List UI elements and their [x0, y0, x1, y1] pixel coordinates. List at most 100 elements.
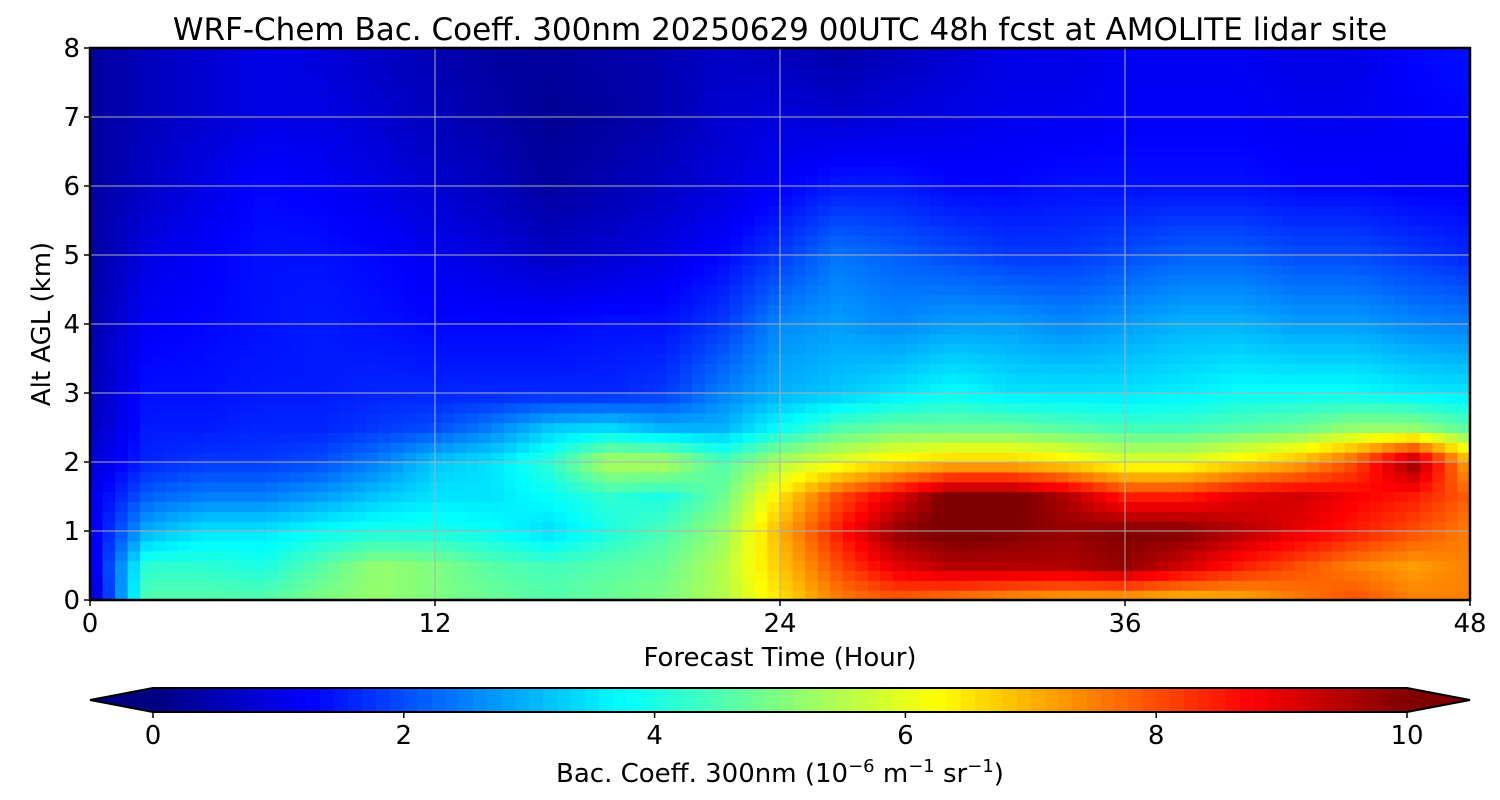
heatmap-cell	[1294, 166, 1308, 177]
heatmap-cell	[1231, 481, 1245, 493]
heatmap-cell	[529, 521, 543, 532]
heatmap-cell	[228, 314, 242, 325]
heatmap-cell	[679, 304, 693, 315]
heatmap-cell	[867, 393, 881, 404]
heatmap-cell	[1093, 156, 1107, 167]
heatmap-cell	[1357, 363, 1371, 374]
heatmap-cell	[290, 343, 304, 355]
heatmap-cell	[1407, 442, 1421, 453]
heatmap-cell	[805, 225, 819, 236]
heatmap-cell	[604, 264, 618, 276]
heatmap-cell	[554, 402, 568, 414]
heatmap-cell	[867, 255, 881, 266]
heatmap-cell	[654, 531, 668, 542]
heatmap-cell	[704, 176, 718, 187]
heatmap-cell	[1106, 531, 1120, 542]
heatmap-cell	[742, 540, 756, 552]
heatmap-cell	[1281, 363, 1295, 374]
heatmap-cell	[228, 550, 242, 562]
heatmap-cell	[1081, 314, 1095, 325]
heatmap-cell	[215, 491, 229, 503]
heatmap-cell	[1457, 442, 1471, 453]
heatmap-cell	[177, 462, 191, 473]
heatmap-cell	[416, 195, 430, 207]
heatmap-cell	[1281, 255, 1295, 266]
heatmap-cell	[366, 255, 380, 266]
heatmap-cell	[554, 363, 568, 374]
heatmap-cell	[516, 235, 530, 246]
heatmap-cell	[453, 590, 467, 601]
heatmap-cell	[152, 422, 166, 434]
heatmap-cell	[855, 304, 869, 315]
heatmap-cell	[152, 491, 166, 503]
heatmap-cell	[1206, 550, 1220, 562]
heatmap-cell	[604, 333, 618, 345]
heatmap-cell	[1168, 314, 1183, 325]
heatmap-cell	[115, 274, 129, 286]
heatmap-cell	[366, 550, 380, 562]
heatmap-cell	[177, 343, 191, 355]
heatmap-cell	[1181, 452, 1195, 463]
heatmap-cell	[278, 156, 292, 167]
heatmap-cell	[1168, 304, 1183, 315]
heatmap-cell	[315, 264, 329, 276]
heatmap-cell	[616, 580, 631, 591]
heatmap-cell	[453, 225, 467, 236]
heatmap-cell	[353, 412, 367, 424]
heatmap-cell	[353, 452, 367, 463]
heatmap-cell	[165, 471, 179, 483]
heatmap-cell	[391, 195, 405, 207]
heatmap-cell	[1394, 353, 1408, 365]
heatmap-cell	[1131, 550, 1145, 562]
heatmap-cell	[1281, 412, 1295, 424]
heatmap-cell	[290, 550, 304, 562]
heatmap-cell	[591, 195, 605, 207]
heatmap-cell	[478, 353, 493, 365]
heatmap-cell	[918, 314, 932, 325]
heatmap-cell	[579, 205, 593, 217]
heatmap-cell	[253, 412, 267, 424]
heatmap-cell	[642, 560, 656, 572]
heatmap-cell	[629, 284, 643, 296]
heatmap-cell	[642, 383, 656, 394]
heatmap-cell	[943, 205, 957, 217]
heatmap-cell	[566, 176, 580, 187]
heatmap-cell	[1369, 412, 1383, 424]
heatmap-cell	[980, 186, 994, 197]
heatmap-cell	[1344, 471, 1358, 483]
heatmap-cell	[1382, 580, 1396, 591]
heatmap-cell	[604, 373, 618, 384]
heatmap-cell	[980, 304, 994, 315]
heatmap-cell	[1219, 501, 1233, 512]
heatmap-cell	[667, 195, 681, 207]
heatmap-cell	[692, 521, 706, 532]
heatmap-cell	[1256, 491, 1270, 503]
heatmap-cell	[466, 402, 480, 414]
heatmap-cell	[1231, 501, 1245, 512]
heatmap-cell	[516, 540, 530, 552]
heatmap-cell	[1131, 511, 1145, 522]
heatmap-cell	[1382, 343, 1396, 355]
heatmap-cell	[115, 264, 129, 276]
heatmap-cell	[1156, 304, 1170, 315]
heatmap-cell	[240, 294, 254, 305]
heatmap-cell	[1344, 540, 1358, 552]
heatmap-cell	[303, 471, 317, 483]
heatmap-cell	[729, 176, 743, 187]
heatmap-cell	[102, 531, 116, 542]
heatmap-cell	[215, 412, 229, 424]
heatmap-cell	[943, 353, 957, 365]
heatmap-cell	[729, 402, 743, 414]
heatmap-cell	[391, 353, 405, 365]
heatmap-cell	[165, 373, 179, 384]
heatmap-cell	[228, 442, 242, 453]
heatmap-cell	[240, 550, 254, 562]
heatmap-cell	[1194, 156, 1208, 167]
heatmap-cell	[1244, 245, 1258, 256]
heatmap-cell	[1319, 245, 1333, 256]
heatmap-cell	[140, 383, 154, 394]
heatmap-cell	[1357, 274, 1371, 286]
heatmap-cell	[842, 176, 856, 187]
heatmap-cell	[240, 580, 254, 591]
heatmap-cell	[478, 422, 493, 434]
